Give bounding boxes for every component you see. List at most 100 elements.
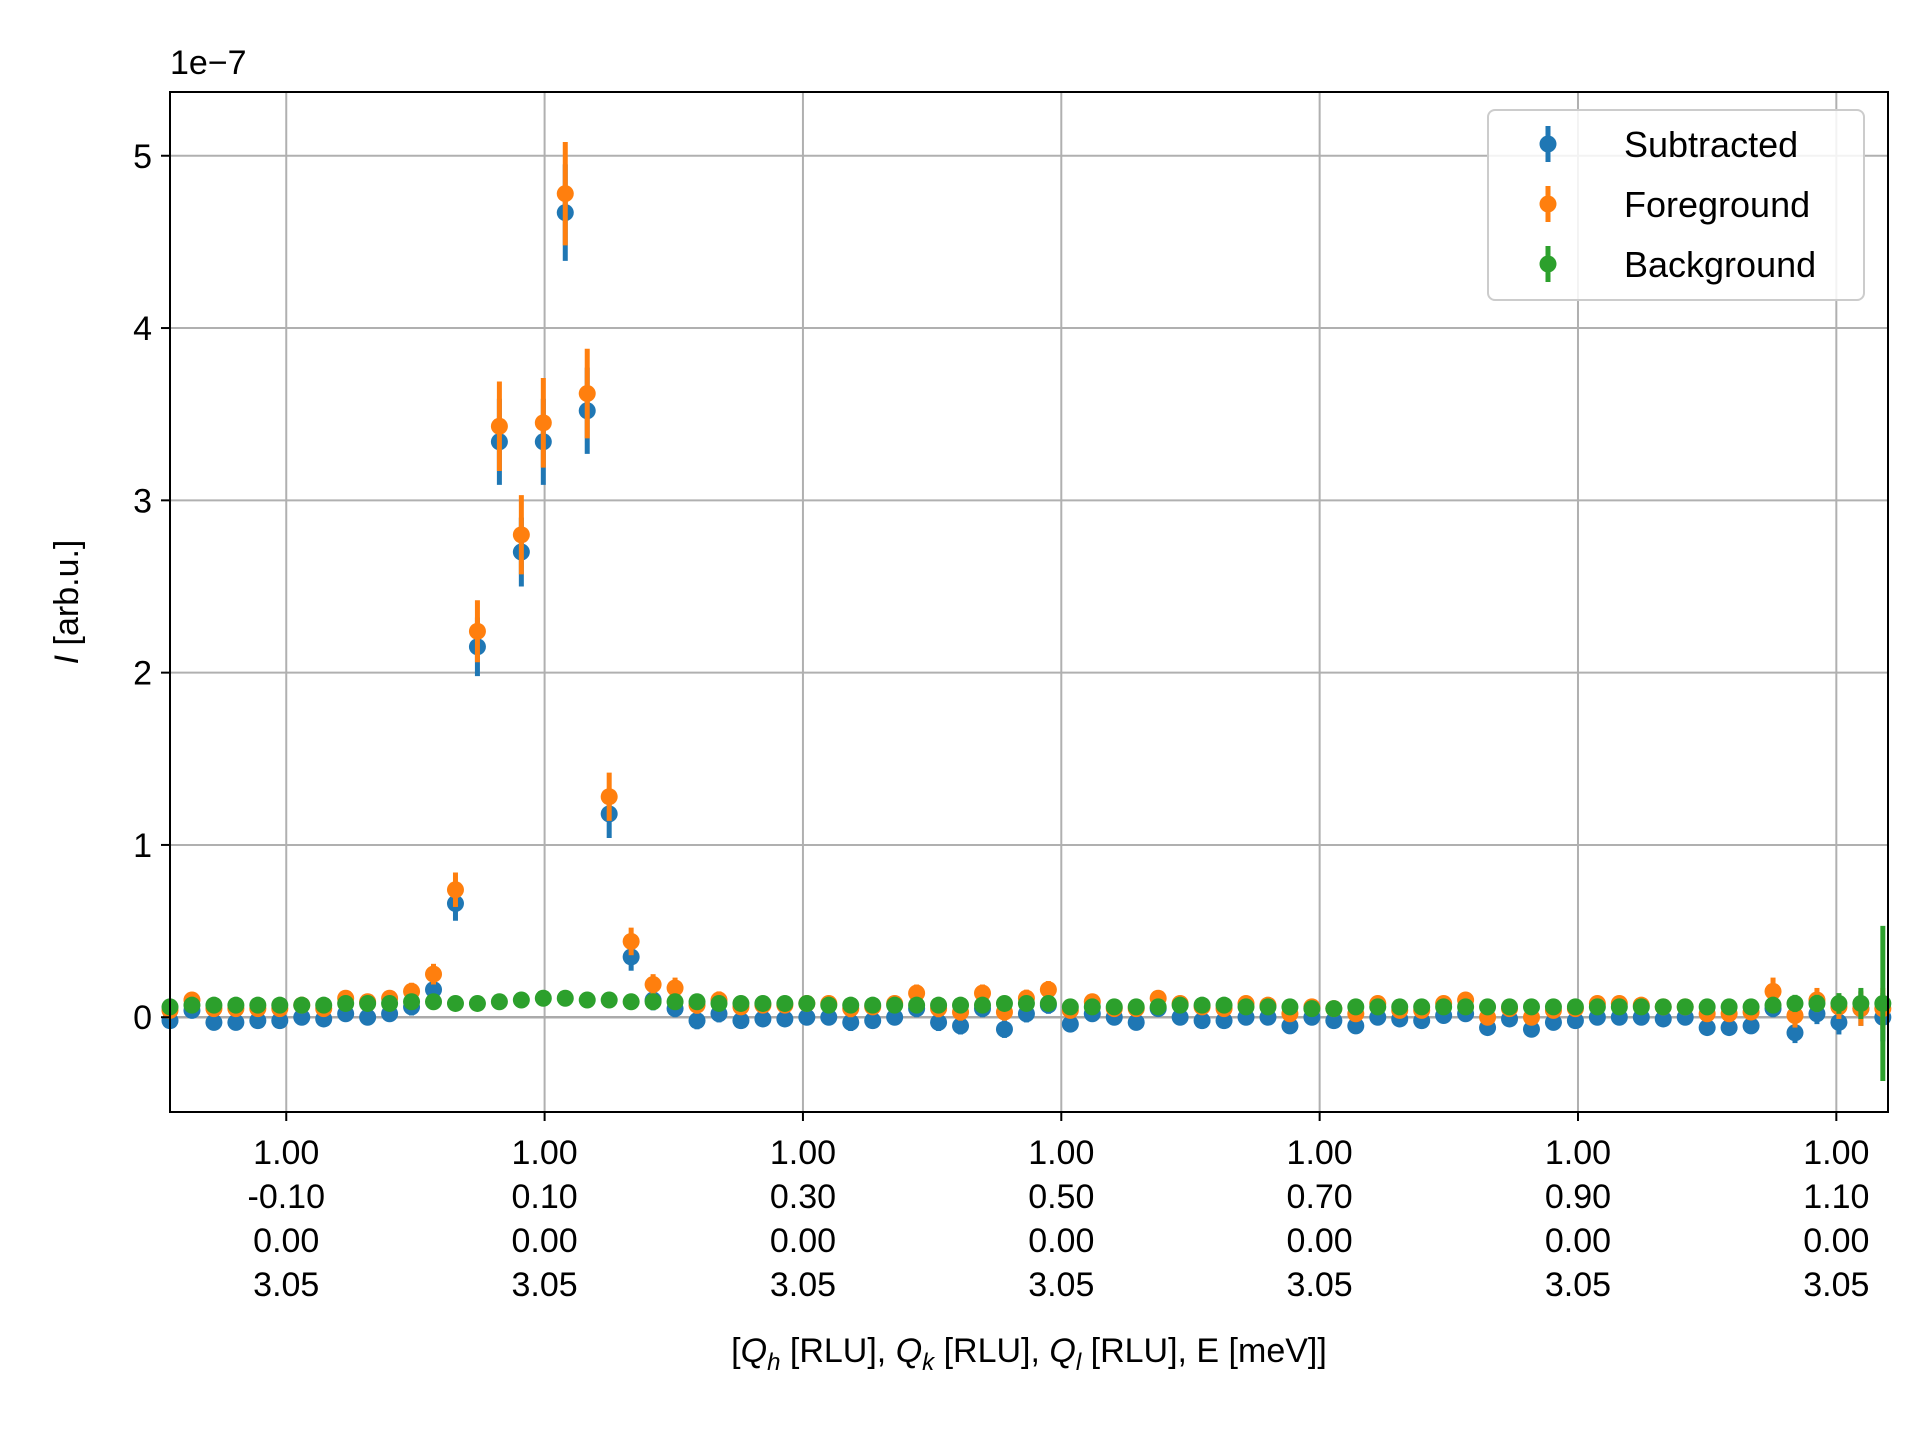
data-point (644, 993, 662, 1011)
x-tick-label-line: 1.00 (253, 1134, 319, 1172)
offset-label: 1e−7 (170, 44, 247, 82)
data-point (1303, 1000, 1321, 1018)
data-point (534, 989, 552, 1007)
data-point (1171, 996, 1189, 1014)
data-point (1676, 998, 1694, 1016)
data-point (1698, 998, 1716, 1016)
data-point (315, 996, 333, 1014)
x-tick-label-line: 1.00 (770, 1134, 836, 1172)
data-point (600, 788, 618, 806)
y-tick-label: 0 (133, 999, 152, 1037)
x-axis-label-part: h (767, 1349, 780, 1376)
x-tick-label-line: -0.10 (248, 1178, 326, 1216)
x-tick-label-line: 3.05 (770, 1266, 836, 1304)
x-tick-label-line: 1.10 (1803, 1178, 1869, 1216)
data-point (995, 994, 1013, 1012)
x-tick-label: 1.00 0.70 0.00 3.05 (1287, 1134, 1353, 1304)
data-point (1457, 998, 1475, 1016)
data-point (732, 1012, 750, 1030)
data-point (425, 981, 443, 999)
x-tick-label: 1.00 0.90 0.00 3.05 (1545, 1134, 1611, 1304)
data-point (1698, 1019, 1716, 1037)
data-point (1764, 982, 1782, 1000)
x-tick-label: 1.00 0.50 0.00 3.05 (1028, 1134, 1094, 1304)
data-point (710, 994, 728, 1012)
y-tick-label: 1 (133, 827, 152, 865)
data-point (1347, 1017, 1365, 1035)
data-point (293, 1008, 311, 1026)
x-tick-label-line: 0.00 (1028, 1222, 1094, 1260)
data-point (798, 1008, 816, 1026)
x-tick-label-line: 3.05 (1545, 1266, 1611, 1304)
data-point (403, 993, 421, 1011)
x-tick-label-line: 1.00 (1545, 1134, 1611, 1172)
x-tick-label-line: 1.00 (512, 1134, 578, 1172)
data-point (205, 1013, 223, 1031)
x-tick-label-line: 0.00 (1287, 1222, 1353, 1260)
data-point (1259, 998, 1277, 1016)
x-axis-label-part: [RLU], (934, 1332, 1049, 1370)
data-point (1347, 998, 1365, 1016)
x-tick-label-line: 3.05 (1287, 1266, 1353, 1304)
data-point (930, 1013, 948, 1031)
data-point (1061, 1015, 1079, 1033)
data-point (1479, 998, 1497, 1016)
data-point (952, 1017, 970, 1035)
legend-marker-background (1539, 255, 1557, 273)
data-point (337, 994, 355, 1012)
x-axis-label: [Qh [RLU], Qk [RLU], Ql [RLU], E [meV]] (731, 1332, 1327, 1376)
x-axis-label-part: Q (741, 1332, 767, 1370)
data-point (688, 1012, 706, 1030)
data-point (227, 996, 245, 1014)
data-point (1413, 998, 1431, 1016)
data-point (183, 996, 201, 1014)
x-tick-label-line: 1.00 (1803, 1134, 1869, 1172)
data-point (622, 993, 640, 1011)
data-point (359, 994, 377, 1012)
data-point (973, 996, 991, 1014)
y-tick-label: 3 (133, 482, 152, 520)
data-point (776, 1010, 794, 1028)
x-tick-label-line: 3.05 (1028, 1266, 1094, 1304)
x-tick-label-line: 0.50 (1028, 1178, 1094, 1216)
data-point (1566, 998, 1584, 1016)
x-tick-label-line: 3.05 (253, 1266, 319, 1304)
data-point (600, 991, 618, 1009)
axes-frame (169, 91, 1889, 1113)
x-axis-label-part: [RLU], E [meV]] (1081, 1332, 1327, 1370)
x-tick-label-line: 0.00 (253, 1222, 319, 1260)
x-axis-label-part: [ (731, 1332, 741, 1370)
data-point (1786, 1024, 1804, 1042)
x-tick-label-line: 1.00 (1287, 1134, 1353, 1172)
data-point (666, 979, 684, 997)
data-point (1369, 998, 1387, 1016)
data-point (973, 984, 991, 1002)
data-point (1105, 998, 1123, 1016)
data-point (1435, 998, 1453, 1016)
x-tick-label-line: 0.30 (770, 1178, 836, 1216)
data-point (1544, 998, 1562, 1016)
data-point (908, 996, 926, 1014)
data-point (1083, 998, 1101, 1016)
data-point (688, 993, 706, 1011)
data-point (1830, 1013, 1848, 1031)
data-point (425, 993, 443, 1011)
data-point (1588, 998, 1606, 1016)
data-point (1830, 994, 1848, 1012)
data-point (1632, 998, 1650, 1016)
data-point (1325, 1000, 1343, 1018)
data-point (908, 984, 926, 1002)
x-tick-label: 1.00 1.10 0.00 3.05 (1803, 1134, 1869, 1304)
legend: Subtracted Foreground Background (1487, 109, 1865, 301)
data-point (556, 185, 574, 203)
x-axis-label-part: Q (1049, 1332, 1075, 1370)
data-point (1720, 1019, 1738, 1037)
data-point (732, 994, 750, 1012)
x-tick-label-line: 0.00 (1545, 1222, 1611, 1260)
y-axis-label: I [arb.u.] (48, 540, 86, 665)
data-point (1215, 1012, 1233, 1030)
data-point (820, 1008, 838, 1026)
data-point (425, 965, 443, 983)
data-point (1852, 994, 1870, 1012)
